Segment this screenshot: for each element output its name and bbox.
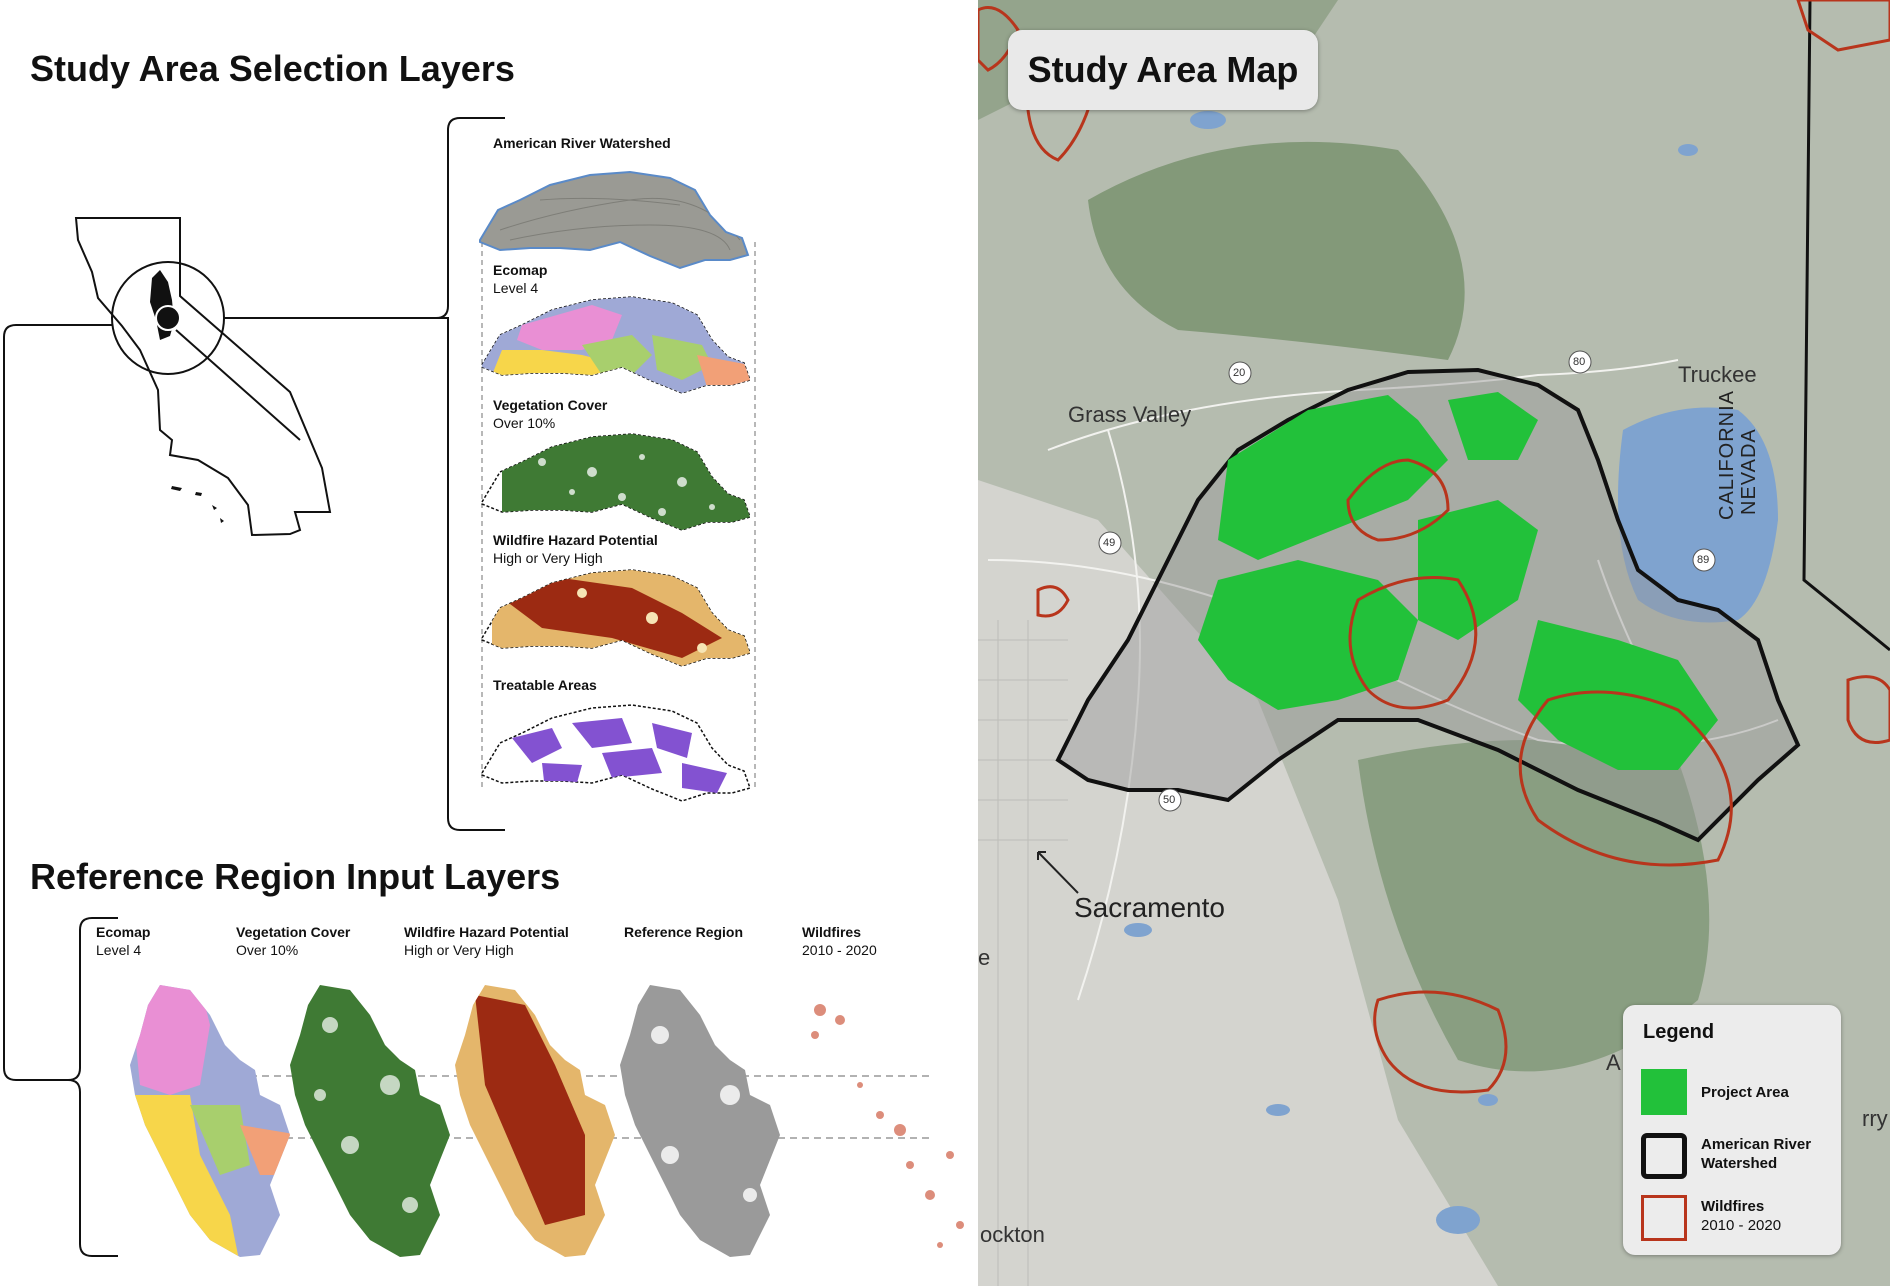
place-label: A (1606, 1050, 1621, 1075)
legend-label-sub: Watershed (1701, 1155, 1778, 1172)
ref-layer-subtitle: Over 10% (236, 942, 299, 958)
legend-label: American River (1701, 1136, 1812, 1153)
map-title-box (1008, 30, 1318, 110)
legend-label-sub: 2010 - 2020 (1701, 1217, 1782, 1234)
study-area-title: Study Area Selection Layers (30, 48, 515, 89)
ref-layer-subtitle: High or Very High (404, 942, 514, 958)
study-layer-title: American River Watershed (493, 135, 671, 151)
ecomap-layer (481, 296, 751, 394)
study-layer-subtitle: Over 10% (493, 415, 556, 431)
legend-swatch-wildfire (1641, 1195, 1687, 1241)
hazard-layer (481, 569, 751, 667)
hwy-label: 49 (1103, 537, 1116, 549)
reference-bracket (3, 324, 118, 1257)
legend-title: Legend (1643, 1021, 1715, 1043)
ref-layer-title: Reference Region (624, 924, 744, 940)
ref-layer-subtitle: 2010 - 2020 (802, 942, 877, 958)
urban-grid (978, 620, 1068, 1286)
ref-hazard (455, 985, 615, 1257)
place-label: Truckee (1678, 362, 1757, 387)
place-label: e (978, 945, 991, 970)
ref-vegetation (290, 985, 450, 1257)
ref-layer-title: Wildfire Hazard Potential (404, 924, 569, 940)
legend-label: Project Area (1701, 1084, 1789, 1101)
place-label: Sacramento (1074, 892, 1225, 923)
place-label: rry (1862, 1106, 1888, 1131)
study-layer-title: Vegetation Cover (493, 397, 608, 413)
treatable-layer (481, 704, 751, 802)
california-outline (74, 217, 332, 537)
legend-label: Wildfires (1701, 1198, 1765, 1215)
ref-ecomap (130, 985, 290, 1257)
highway-shields (1098, 350, 1716, 812)
vegetation-layer (481, 433, 751, 531)
state-label-ca: CALIFORNIA (1716, 389, 1738, 520)
legend-swatch-project (1641, 1069, 1687, 1115)
wildfire-perimeters (978, 0, 1890, 1094)
ref-layer-title: Ecomap (96, 924, 151, 940)
place-label: Grass Valley (1068, 402, 1192, 427)
study-layer-subtitle: High or Very High (493, 550, 603, 566)
study-bracket (435, 117, 505, 831)
hwy-label: 80 (1573, 356, 1586, 368)
ref-layer-subtitle: Level 4 (96, 942, 142, 958)
hwy-label: 89 (1697, 554, 1710, 566)
ref-layer-title: Wildfires (802, 924, 861, 940)
study-layer-title: Treatable Areas (493, 677, 597, 693)
legend-swatch-watershed (1641, 1133, 1687, 1179)
project-area (1198, 392, 1718, 770)
study-layer-title: Wildfire Hazard Potential (493, 532, 658, 548)
state-border (1802, 0, 1890, 652)
left-panel-graphics (3, 117, 964, 1257)
lakes (1124, 111, 1778, 1234)
place-label: ockton (980, 1222, 1045, 1247)
state-label-nv: NEVADA (1738, 428, 1760, 515)
hwy-label: 50 (1163, 794, 1176, 806)
reference-title: Reference Region Input Layers (30, 856, 561, 897)
map-title: Study Area Map (1027, 49, 1299, 90)
ref-layer-title: Vegetation Cover (236, 924, 351, 940)
ref-wildfires (811, 1004, 964, 1248)
study-area-map[interactable]: 20 80 49 89 50 Study Area Map Grass Vall… (978, 0, 1890, 1286)
ref-region (620, 985, 780, 1257)
map-legend: Legend Project Area American River Water… (1623, 1005, 1841, 1255)
study-layer-subtitle: Level 4 (493, 280, 539, 296)
hwy-label: 20 (1233, 367, 1246, 379)
study-layer-title: Ecomap (493, 262, 548, 278)
watershed-layer (479, 171, 749, 269)
